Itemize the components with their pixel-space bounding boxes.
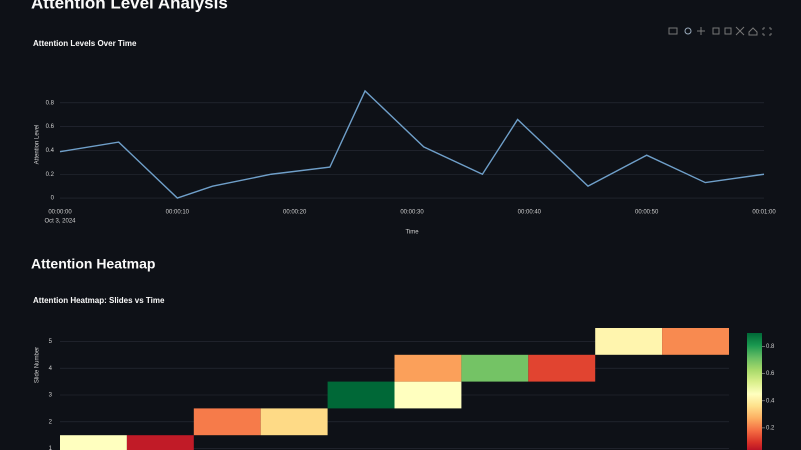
x-tick-label: 00:00:30 — [400, 210, 424, 216]
y-tick-label: 0.6 — [46, 124, 55, 130]
colorbar-tick-label: 0.4 — [766, 398, 775, 404]
colorbar-tick-label: 0.8 — [766, 344, 775, 350]
heatmap-cell — [126, 435, 194, 450]
reset-icon[interactable] — [748, 27, 758, 36]
x-axis-label: Time — [405, 230, 419, 236]
y-tick-label: 0 — [51, 196, 55, 202]
y-axis-label: Attention Level — [35, 125, 41, 165]
y-tick-label: 3 — [49, 393, 53, 399]
pan-icon[interactable] — [697, 27, 705, 35]
y-tick-label: 4 — [49, 366, 53, 372]
heatmap-cell — [193, 408, 261, 436]
y-tick-label: 0.4 — [46, 148, 55, 154]
chart-title: Attention Heatmap: Slides vs Time — [33, 296, 165, 305]
fullscreen-icon[interactable] — [762, 27, 772, 36]
autoscale-icon[interactable] — [735, 26, 745, 36]
x-tick-label: 00:00:20 — [283, 210, 307, 216]
x-tick-label: 00:00:00 — [48, 210, 72, 216]
heatmap-cell — [662, 328, 729, 355]
colorbar-tick-label: 0.6 — [766, 371, 775, 377]
heatmap-cell — [327, 381, 395, 409]
heatmap-cell — [60, 435, 127, 450]
toolbar — [668, 26, 772, 36]
y-tick-label: 2 — [49, 419, 53, 425]
heatmap-cell — [528, 354, 596, 382]
colorbar — [747, 333, 762, 450]
heatmap-cell — [461, 354, 529, 382]
x-tick-label: 00:00:10 — [166, 210, 190, 216]
y-tick-label: 1 — [49, 446, 53, 450]
heatmap-cell — [260, 408, 328, 436]
heatmap-cell — [394, 381, 462, 409]
x-date-label: Oct 3, 2024 — [44, 219, 76, 225]
zoom-icon[interactable] — [684, 27, 692, 35]
x-tick-label: 00:00:40 — [518, 210, 542, 216]
line — [59, 89, 765, 199]
colorbar-tick-label: 0.2 — [766, 425, 775, 431]
chart-title: Attention Levels Over Time — [33, 39, 137, 48]
x-tick-label: 00:01:00 — [752, 210, 776, 216]
page-title: Attention Level Analysis — [31, 0, 228, 12]
y-tick-label: 5 — [49, 339, 53, 345]
y-tick-label: 0.8 — [46, 100, 55, 106]
x-tick-label: 00:00:50 — [635, 210, 659, 216]
zoom-out-icon[interactable] — [724, 27, 732, 35]
camera-icon[interactable] — [668, 27, 678, 35]
y-axis-label: Slide Number — [35, 347, 41, 383]
y-tick-label: 0.2 — [46, 172, 55, 178]
heatmap-cell — [394, 354, 462, 382]
zoom-in-icon[interactable] — [712, 27, 720, 35]
heatmap-cell — [595, 328, 663, 355]
section-title: Attention Heatmap — [31, 256, 155, 272]
